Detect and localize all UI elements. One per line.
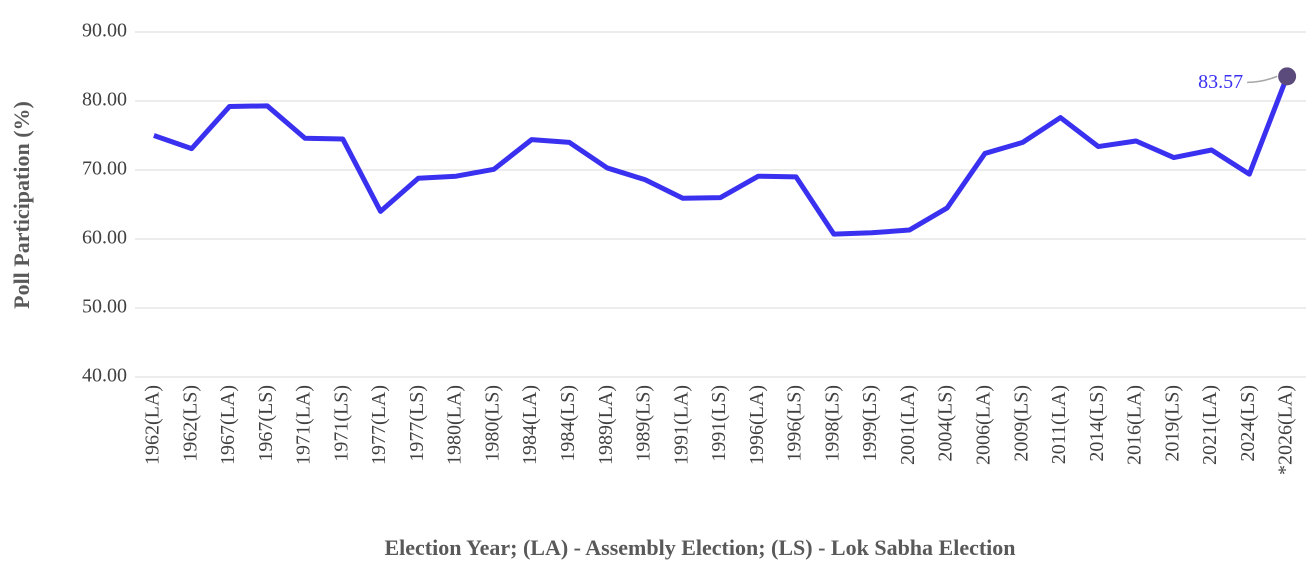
- x-tick-label: 2024(LS): [1237, 385, 1259, 462]
- x-tick-label: 1984(LA): [519, 385, 541, 465]
- x-tick-label: 1971(LA): [293, 385, 315, 465]
- x-tick-label: 1991(LS): [708, 385, 730, 462]
- x-tick-label: 1962(LA): [141, 385, 163, 465]
- x-axis-title: Election Year; (LA) - Assembly Election;…: [384, 535, 1015, 560]
- y-tick-label: 80.00: [82, 89, 127, 111]
- x-tick-label: 2014(LS): [1086, 385, 1108, 462]
- x-tick-label: 2006(LA): [973, 385, 995, 465]
- data-line: [153, 75, 1290, 237]
- y-tick-label: 50.00: [82, 296, 127, 318]
- highlight-point: [1278, 67, 1297, 86]
- y-axis-title: Poll Participation (%): [9, 101, 34, 309]
- x-tick-label: 1996(LA): [746, 385, 768, 465]
- data-label: 83.57: [1198, 71, 1243, 93]
- x-tick-label: 1977(LS): [406, 385, 428, 462]
- x-tick-label: 1971(LS): [330, 385, 352, 462]
- x-tick-label: 2016(LA): [1124, 385, 1146, 465]
- x-tick-label: 2009(LS): [1010, 385, 1032, 462]
- y-tick-label: 70.00: [82, 158, 127, 180]
- x-tick-label: 2004(LS): [935, 385, 957, 462]
- x-tick-label: 1980(LA): [444, 385, 466, 465]
- x-tick-label: 1996(LS): [784, 385, 806, 462]
- x-tick-label: 1991(LA): [670, 385, 692, 465]
- x-tick-label: 2019(LS): [1161, 385, 1183, 462]
- annotation-leader: [1247, 75, 1278, 84]
- x-tick-label: 1962(LS): [179, 385, 201, 462]
- x-tick-label: 1998(LS): [821, 385, 843, 462]
- y-tick-label: 40.00: [82, 365, 127, 387]
- x-tick-label: 1984(LS): [557, 385, 579, 462]
- x-tick-label: 2001(LA): [897, 385, 919, 465]
- x-tick-label: 1989(LS): [633, 385, 655, 462]
- y-tick-label: 60.00: [82, 227, 127, 249]
- x-tick-label: 2011(LA): [1048, 385, 1070, 464]
- y-tick-label: 90.00: [82, 20, 127, 42]
- x-tick-label: 1967(LS): [255, 385, 277, 462]
- x-tick-label: 1999(LS): [859, 385, 881, 462]
- x-tick-label: 1977(LA): [368, 385, 390, 465]
- x-tick-label: 1989(LA): [595, 385, 617, 465]
- x-tick-label: 1980(LS): [481, 385, 503, 462]
- x-tick-label: 2021(LA): [1199, 385, 1221, 465]
- x-tick-label: 1967(LA): [217, 385, 239, 465]
- x-tick-label: *2026(LA): [1275, 385, 1297, 475]
